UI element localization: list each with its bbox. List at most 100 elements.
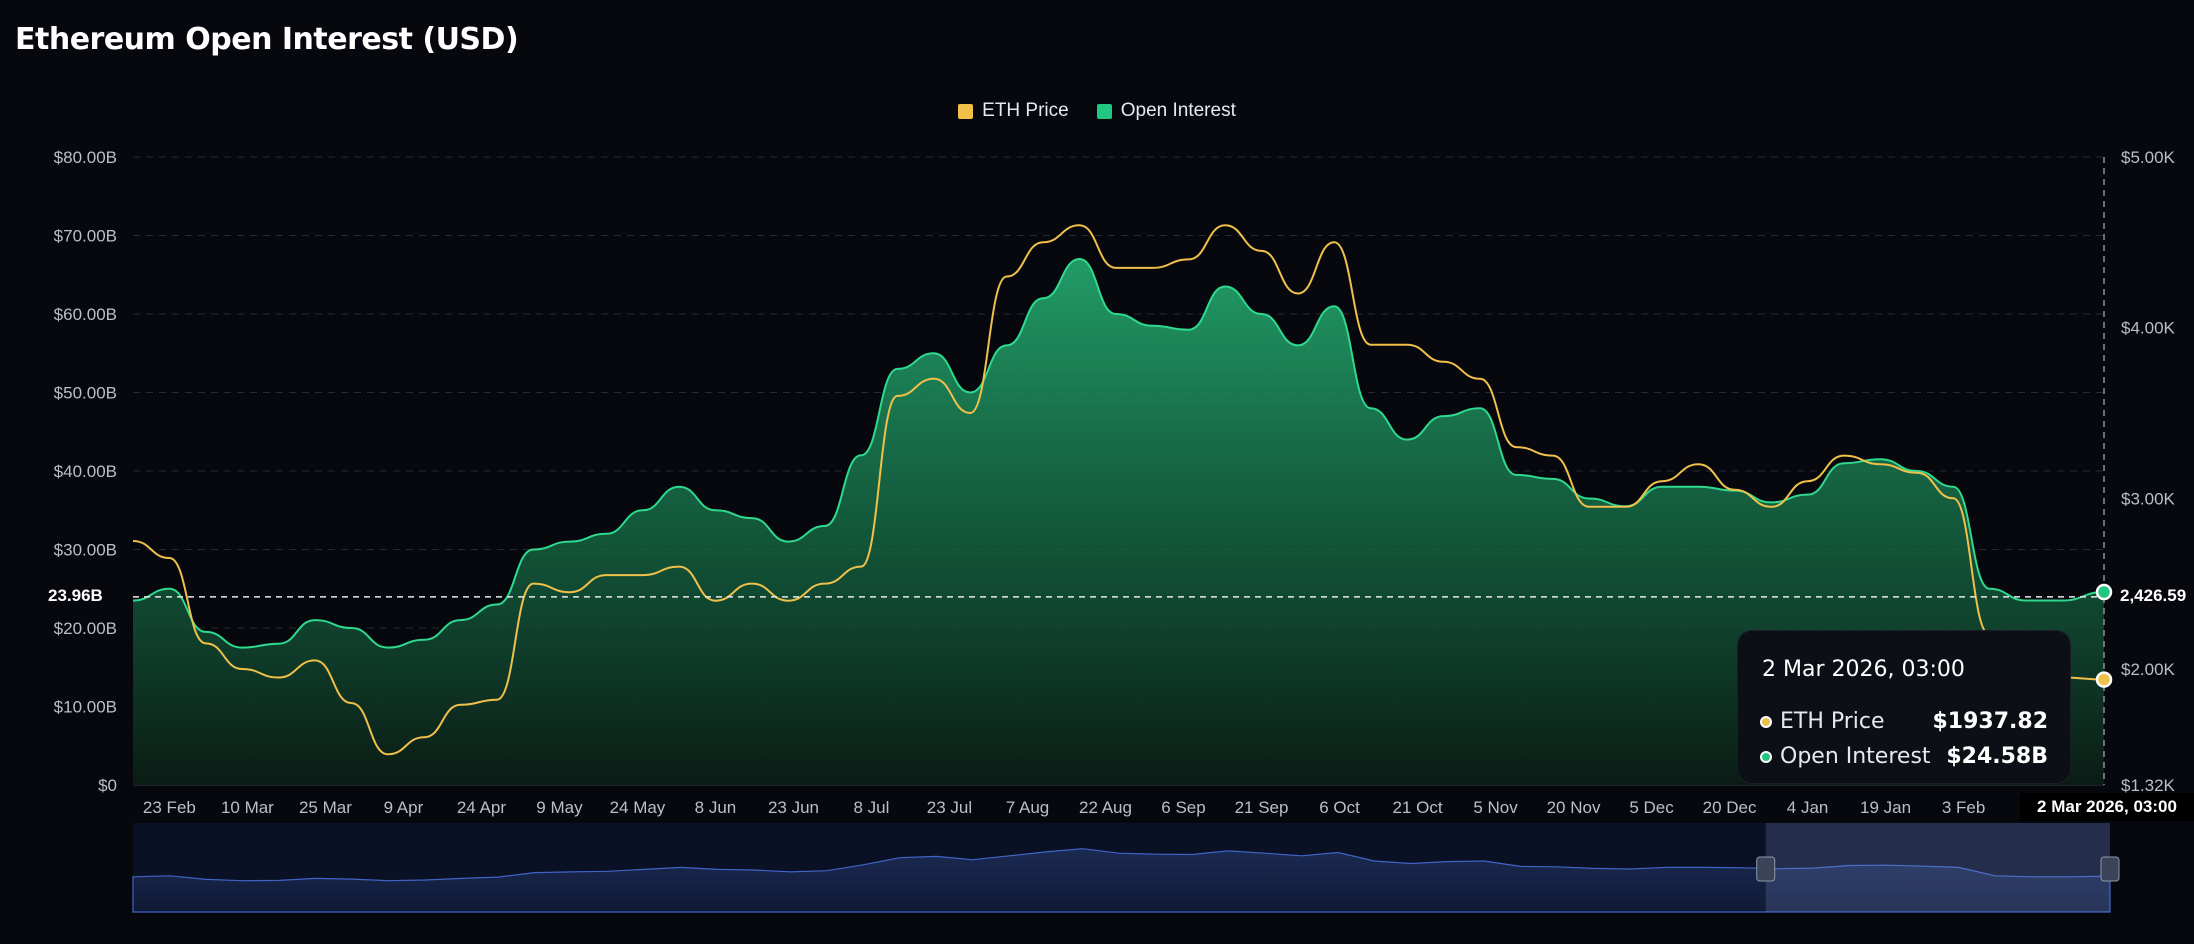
x-axis-tick-label: 24 May <box>610 798 666 817</box>
right-axis-ticks: $1.32K $2.00K $3.00K $4.00K $5.00K <box>2121 148 2176 795</box>
legend-label-open-interest: Open Interest <box>1120 100 1236 121</box>
open-interest-point <box>1806 493 1810 497</box>
open-interest-point <box>895 367 899 371</box>
open-interest-point <box>349 626 353 630</box>
open-interest-point <box>1878 457 1882 461</box>
eth-price-point <box>1442 360 1446 364</box>
eth-price-point <box>1077 223 1081 227</box>
open-interest-point <box>1187 328 1191 332</box>
x-axis-tick-label: 23 Feb <box>143 798 196 817</box>
eth-price-point <box>1187 257 1191 261</box>
tooltip-value-open-interest: $24.58B <box>1946 744 2048 769</box>
x-axis-tick-label: 21 Oct <box>1392 798 1442 817</box>
open-interest-point <box>1041 296 1045 300</box>
x-axis-tick-label: 20 Dec <box>1703 798 1757 817</box>
x-axis-tick-label: 8 Jul <box>854 798 890 817</box>
open-interest-point <box>386 646 390 650</box>
open-interest-point <box>1696 485 1700 489</box>
open-interest-point <box>1951 485 1955 489</box>
x-axis-tick-label: 5 Nov <box>1473 798 1518 817</box>
open-interest-point <box>968 391 972 395</box>
x-axis-tick-label: 21 Sep <box>1235 798 1289 817</box>
eth-price-point <box>750 582 754 586</box>
eth-price-point <box>713 599 717 603</box>
open-interest-point <box>1260 312 1264 316</box>
x-axis-tick-label: 3 Feb <box>1942 798 1985 817</box>
x-axis-tick-label: 6 Oct <box>1319 798 1360 817</box>
legend-label-eth-price: ETH Price <box>982 100 1069 121</box>
left-axis-ticks: $0 $10.00B $20.00B $30.00B $40.00B $50.00B $60… <box>54 148 117 795</box>
open-interest-point <box>1988 587 1992 591</box>
open-interest-point <box>277 642 281 646</box>
eth-price-point <box>1405 343 1409 347</box>
navigator-handle-left[interactable] <box>1756 856 1776 882</box>
eth-price-point <box>968 411 972 415</box>
open-interest-point <box>2024 599 2028 603</box>
eth-price-point <box>459 703 463 707</box>
eth-price-point <box>386 752 390 756</box>
open-interest-point <box>1296 343 1300 347</box>
eth-price-point <box>1223 223 1227 227</box>
left-axis-tick-label: $50.00B <box>54 384 117 403</box>
open-interest-point <box>604 532 608 536</box>
tooltip-date: 2 Mar 2026, 03:00 <box>1762 657 1965 682</box>
open-interest-point <box>1551 477 1555 481</box>
x-axis-tick-label: 20 Nov <box>1547 798 1601 817</box>
eth-price-point <box>204 641 208 645</box>
eth-price-point <box>823 582 827 586</box>
open-interest-point <box>1514 473 1518 477</box>
open-interest-point <box>1405 438 1409 442</box>
eth-price-point <box>313 658 317 662</box>
eth-price-point <box>1733 488 1737 492</box>
open-interest-point <box>641 508 645 512</box>
left-axis-tick-label: $0 <box>98 776 117 795</box>
x-axis-tick-label: 22 Aug <box>1079 798 1132 817</box>
eth-price-point <box>895 394 899 398</box>
x-axis-tick-label: 23 Jun <box>768 798 819 817</box>
eth-price-point <box>932 377 936 381</box>
legend: ETH Price Open Interest <box>0 100 2194 122</box>
open-interest-point <box>713 508 717 512</box>
open-interest-point <box>1077 257 1081 261</box>
x-axis-tick-label: 7 Aug <box>1006 798 1050 817</box>
x-axis-tick-label: 25 Mar <box>299 798 352 817</box>
x-axis-tick-label: 8 Jun <box>695 798 737 817</box>
left-axis-tick-label: $60.00B <box>54 305 117 324</box>
eth-price-point <box>1878 462 1882 466</box>
right-axis-tick-label: $3.00K <box>2121 489 2176 508</box>
legend-item-eth-price[interactable]: ETH Price <box>958 100 1069 122</box>
tooltip-label-eth-price: ETH Price <box>1780 709 1885 734</box>
eth-price-point <box>1660 479 1664 483</box>
range-navigator[interactable] <box>132 823 2120 913</box>
navigator-selection[interactable] <box>1765 823 2110 912</box>
eth-price-point <box>1915 471 1919 475</box>
open-interest-point <box>459 618 463 622</box>
open-interest-marker <box>2095 583 2113 601</box>
eth-price-point <box>1951 496 1955 500</box>
open-interest-point <box>422 638 426 642</box>
eth-price-point <box>1842 454 1846 458</box>
eth-price-marker <box>2095 671 2113 688</box>
tooltip-row-open-interest: Open Interest $24.58B <box>1760 744 2048 769</box>
x-axis-tick-label: 9 Apr <box>384 798 424 817</box>
open-interest-point <box>495 602 499 606</box>
eth-price-point <box>422 735 426 739</box>
x-axis-tick-label: 19 Jan <box>1860 798 1911 817</box>
tooltip-dot-eth-price <box>1760 715 1772 728</box>
open-interest-point <box>750 516 754 520</box>
cursor-date-label: 2 Mar 2026, 03:00 <box>2020 793 2194 821</box>
eth-price-point <box>240 667 244 671</box>
eth-price-point <box>604 573 608 577</box>
eth-price-line <box>132 224 2105 756</box>
eth-price-point <box>1696 462 1700 466</box>
open-interest-point <box>1223 285 1227 289</box>
open-interest-point <box>1660 485 1664 489</box>
open-interest-point <box>240 646 244 650</box>
x-axis-tick-label: 6 Sep <box>1161 798 1205 817</box>
eth-price-point <box>1551 454 1555 458</box>
legend-item-open-interest[interactable]: Open Interest <box>1096 100 1236 122</box>
eth-price-point <box>1806 479 1810 483</box>
open-interest-point <box>167 587 171 591</box>
navigator-handle-right[interactable] <box>2100 856 2120 882</box>
